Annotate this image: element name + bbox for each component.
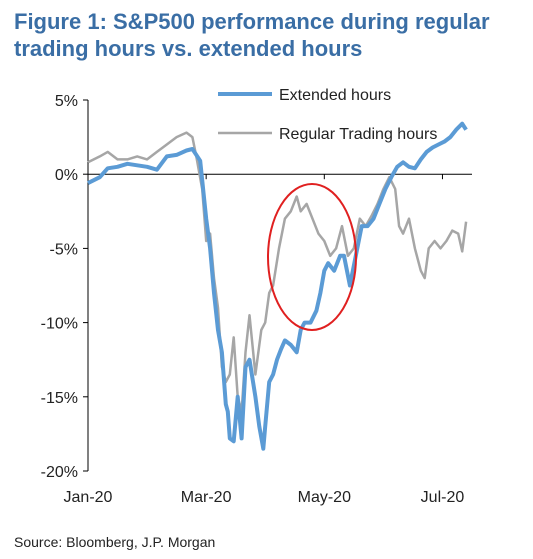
series-line-regular-trading-hours <box>87 131 468 413</box>
y-tick-label: 0% <box>55 167 78 184</box>
series-line-extended-hours <box>87 121 468 451</box>
chart-title: Figure 1: S&P500 performance during regu… <box>14 8 524 62</box>
source-note: Source: Bloomberg, J.P. Morgan <box>14 534 216 550</box>
x-tick-label: Jan-20 <box>64 489 113 506</box>
y-tick-label: 5% <box>55 93 78 110</box>
x-tick-label: May-20 <box>298 489 351 506</box>
y-tick-label: -5% <box>50 241 78 258</box>
chart-legend: Extended hours Regular Trading hours <box>218 87 437 143</box>
chart-axes <box>83 99 472 472</box>
legend-label: Regular Trading hours <box>279 126 437 143</box>
chart-tick-labels: 5% 0% -5% -10% -15% -20% Jan-20 Mar-20 May-20 Jul… <box>41 93 465 506</box>
y-tick-label: -20% <box>41 464 78 481</box>
x-tick-label: Jul-20 <box>421 489 465 506</box>
legend-label: Extended hours <box>279 87 391 104</box>
y-tick-label: -15% <box>41 390 78 407</box>
chart-title-line-1: Figure 1: S&P500 performance during regu… <box>14 9 490 34</box>
y-tick-label: -10% <box>41 316 78 333</box>
x-tick-label: Mar-20 <box>181 489 232 506</box>
chart-series <box>87 121 468 451</box>
chart-title-line-2: trading hours vs. extended hours <box>14 36 363 61</box>
highlight-ellipse <box>267 183 357 331</box>
